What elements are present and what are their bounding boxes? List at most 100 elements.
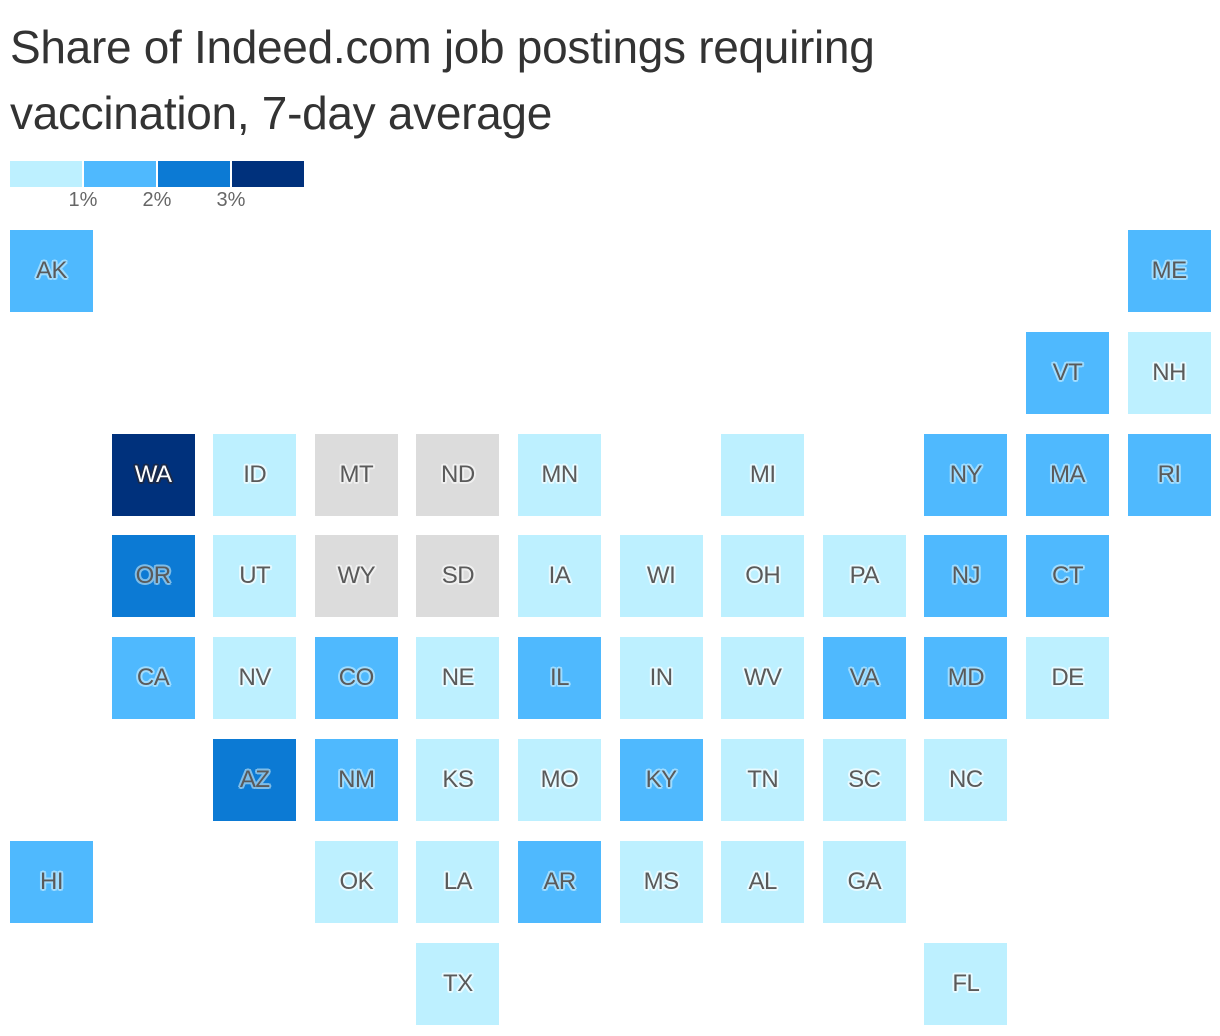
state-label: WI	[646, 562, 676, 590]
state-tile-tn[interactable]: TN	[721, 739, 805, 821]
state-label: SC	[848, 766, 881, 793]
state-tile-ri[interactable]: RI	[1127, 433, 1211, 516]
state-tile-ak[interactable]: AK	[10, 230, 93, 312]
state-label: KS	[442, 766, 474, 793]
state-tile-ny[interactable]: NY	[924, 433, 1008, 516]
state-tile-vt[interactable]: VT	[1026, 331, 1109, 414]
state-label: LA	[443, 867, 473, 895]
state-tile-pa[interactable]: PA	[822, 535, 906, 618]
state-tile-or[interactable]: OR	[111, 535, 195, 618]
state-label: AK	[35, 257, 68, 284]
state-tile-sd[interactable]: SD	[416, 535, 500, 618]
state-tile-nd[interactable]: ND	[416, 433, 500, 516]
state-tile-mn[interactable]: MN	[518, 433, 601, 516]
state-label: NY	[949, 460, 983, 488]
state-label: HI	[40, 867, 64, 895]
chart-title: Share of Indeed.com job postings requiri…	[10, 21, 875, 139]
state-tile-mi[interactable]: MI	[721, 433, 805, 516]
state-tile-in[interactable]: IN	[619, 637, 703, 720]
state-label: WY	[337, 562, 376, 590]
state-label: SD	[441, 562, 475, 590]
legend-swatch	[84, 161, 156, 187]
state-label: IL	[549, 664, 570, 692]
state-tile-nc[interactable]: NC	[924, 739, 1008, 821]
state-tile-la[interactable]: LA	[416, 840, 500, 923]
state-tile-ne[interactable]: NE	[416, 637, 500, 720]
state-label: OK	[339, 867, 374, 895]
state-label: NJ	[951, 562, 981, 590]
state-tile-nm[interactable]: NM	[314, 739, 398, 821]
state-label: MN	[541, 460, 578, 488]
state-label: ME	[1151, 257, 1188, 284]
state-tile-sc[interactable]: SC	[822, 739, 906, 821]
state-tile-fl[interactable]: FL	[924, 942, 1008, 1025]
state-tile-ar[interactable]: AR	[518, 840, 601, 923]
state-label: AR	[543, 867, 576, 895]
state-tile-co[interactable]: CO	[314, 637, 398, 720]
state-tile-ia[interactable]: IA	[518, 535, 601, 618]
legend-swatch	[158, 161, 230, 187]
state-label: MD	[947, 664, 985, 692]
state-tile-nj[interactable]: NJ	[924, 535, 1008, 618]
state-label: NM	[338, 766, 375, 793]
legend-tick-label: 1%	[68, 189, 98, 211]
state-label: IA	[548, 562, 571, 590]
state-tile-mt[interactable]: MT	[314, 433, 398, 516]
state-tile-me[interactable]: ME	[1127, 230, 1211, 312]
state-label: PA	[849, 562, 880, 590]
state-tile-ok[interactable]: OK	[314, 840, 398, 923]
state-tile-oh[interactable]: OH	[721, 535, 805, 618]
state-tile-ut[interactable]: UT	[213, 535, 297, 618]
state-label: CO	[338, 664, 375, 692]
state-tile-az[interactable]: AZ	[213, 739, 297, 821]
state-tile-ma[interactable]: MA	[1026, 433, 1109, 516]
state-label: AZ	[239, 766, 270, 793]
state-label: CT	[1052, 562, 1084, 590]
state-tile-al[interactable]: AL	[721, 840, 805, 923]
state-tile-ca[interactable]: CA	[111, 637, 195, 720]
state-tile-wa[interactable]: WA	[111, 433, 195, 516]
color-legend: 1% 2% 3%	[10, 161, 306, 221]
state-label: ND	[441, 460, 475, 488]
state-label: VT	[1052, 358, 1083, 386]
state-tile-ct[interactable]: CT	[1026, 535, 1109, 618]
state-tile-id[interactable]: ID	[213, 433, 297, 516]
state-tile-md[interactable]: MD	[924, 637, 1008, 720]
state-label: MS	[643, 867, 680, 895]
state-label: AL	[748, 867, 778, 895]
state-tile-il[interactable]: IL	[518, 637, 601, 720]
state-tile-nv[interactable]: NV	[213, 637, 297, 720]
state-label: RI	[1157, 460, 1182, 488]
state-tile-tx[interactable]: TX	[416, 942, 500, 1025]
state-tile-wv[interactable]: WV	[721, 637, 805, 720]
state-tile-wi[interactable]: WI	[619, 535, 703, 618]
state-label: UT	[239, 562, 271, 590]
legend-swatch	[10, 161, 82, 187]
state-tile-wy[interactable]: WY	[314, 535, 398, 618]
state-label: NE	[441, 664, 475, 692]
state-label: WA	[134, 460, 172, 488]
legend-tick-label: 3%	[216, 189, 246, 211]
state-label: NV	[238, 664, 272, 692]
state-tile-va[interactable]: VA	[822, 637, 906, 720]
state-label: MA	[1050, 460, 1086, 488]
state-label: MI	[749, 460, 776, 488]
state-label: GA	[847, 867, 882, 895]
state-label: DE	[1051, 664, 1084, 692]
state-label: ID	[243, 460, 267, 488]
state-label: CA	[136, 664, 170, 692]
state-tile-de[interactable]: DE	[1026, 637, 1109, 720]
state-tile-ms[interactable]: MS	[619, 840, 703, 923]
legend-tick-label: 2%	[142, 189, 172, 211]
state-tile-nh[interactable]: NH	[1127, 331, 1211, 414]
state-tile-ks[interactable]: KS	[416, 739, 500, 821]
state-tile-ky[interactable]: KY	[619, 739, 703, 821]
state-tile-mo[interactable]: MO	[518, 739, 601, 821]
state-label: MO	[540, 766, 579, 793]
state-tile-hi[interactable]: HI	[10, 840, 93, 923]
state-label: KY	[645, 766, 678, 793]
state-label: TN	[747, 766, 779, 793]
state-tile-ga[interactable]: GA	[822, 840, 906, 923]
state-label: OR	[135, 562, 172, 590]
